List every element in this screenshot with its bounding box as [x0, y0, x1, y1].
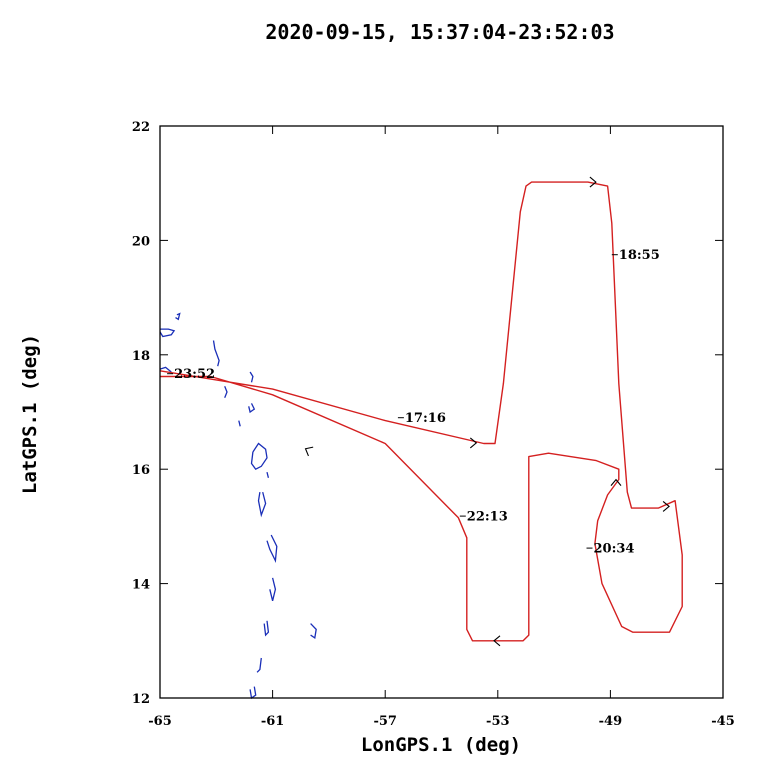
- coastline-segment: [249, 686, 257, 700]
- coastline-segment: [175, 312, 181, 321]
- coastline-segment: [310, 623, 317, 639]
- direction-arrow: [662, 500, 670, 512]
- coastline-segment: [248, 403, 256, 414]
- time-label: 22:13: [467, 510, 508, 525]
- time-label: 23:52: [174, 367, 215, 382]
- time-label-layer: 17:16 18:55 20:34 22:13 23:52: [167, 248, 660, 557]
- plot-frame: [159, 125, 724, 699]
- coastline-segment: [266, 534, 278, 564]
- coastline-segment: [250, 442, 268, 471]
- coastline-segment: [266, 471, 270, 478]
- coastline-segment: [159, 328, 176, 338]
- chart-title: 2020-09-15, 15:37:04-23:52:03: [265, 20, 614, 44]
- y-axis-label: LatGPS.1 (deg): [19, 334, 41, 494]
- direction-arrow: [493, 635, 501, 647]
- direction-arrow: [304, 446, 314, 457]
- coastline-segment: [269, 577, 277, 601]
- x-tick-label: -49: [599, 714, 623, 729]
- direction-arrow: [589, 176, 597, 188]
- axis-tick-layer: -65 -61 -57 -53 -49 -45 12 14 16 18 20 22: [132, 120, 735, 729]
- direction-arrow: [469, 437, 478, 449]
- coastline-segment: [249, 371, 254, 383]
- coastline-segment: [257, 491, 267, 518]
- y-tick-label: 22: [132, 120, 150, 135]
- x-tick-label: -65: [148, 714, 172, 729]
- time-label: 18:55: [619, 248, 660, 263]
- x-tick-label: -57: [373, 714, 397, 729]
- coastline-segment: [256, 657, 262, 673]
- coastline-layer: [159, 312, 317, 700]
- coastline-segment: [159, 366, 172, 373]
- y-tick-label: 16: [132, 463, 150, 478]
- coastline-segment: [238, 420, 241, 427]
- y-tick-label: 20: [132, 234, 150, 249]
- coastline-segment: [224, 386, 228, 398]
- x-axis-label: LonGPS.1 (deg): [361, 734, 521, 756]
- y-tick-label: 14: [132, 578, 150, 593]
- x-tick-label: -53: [486, 714, 510, 729]
- direction-arrow: [610, 478, 622, 486]
- x-tick-label: -45: [711, 714, 735, 729]
- time-label: 20:34: [594, 542, 635, 557]
- coastline-segment: [263, 620, 270, 637]
- time-label: 17:16: [405, 411, 446, 426]
- coastline-segment: [212, 340, 220, 367]
- direction-arrow-layer: [304, 176, 670, 647]
- flight-track-layer: [159, 181, 683, 642]
- y-tick-label: 12: [132, 692, 150, 707]
- x-tick-label: -61: [261, 714, 285, 729]
- y-tick-label: 18: [132, 349, 150, 364]
- flight-track-line: [159, 181, 683, 642]
